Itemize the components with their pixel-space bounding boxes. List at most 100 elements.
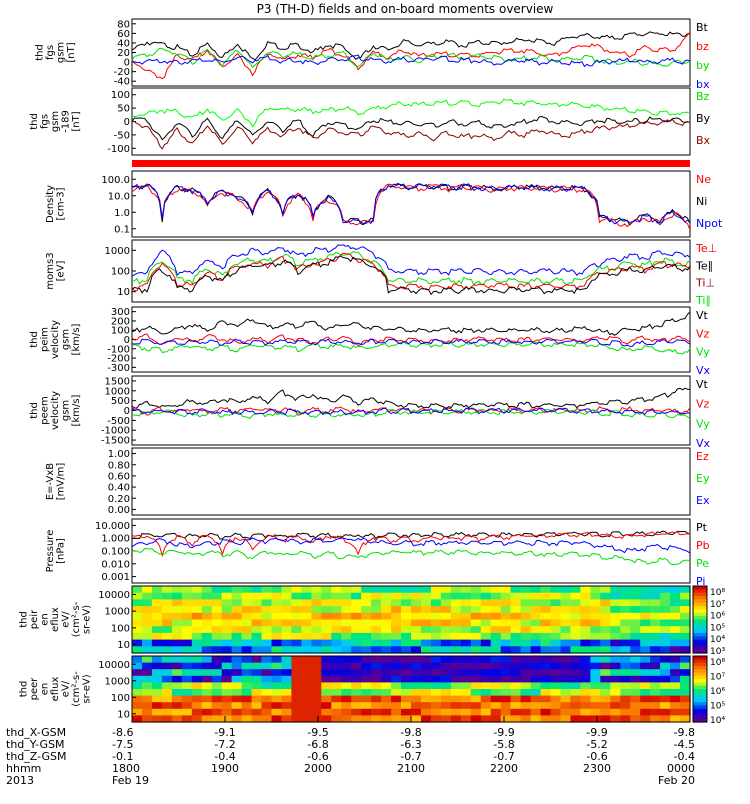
spectrogram-cell bbox=[580, 599, 591, 607]
spectrogram-cell bbox=[181, 592, 193, 600]
y-tick-label: 0.001 bbox=[101, 572, 130, 583]
y-axis-label-line: (cm²-s- bbox=[71, 601, 82, 637]
spectrogram-cell bbox=[450, 715, 462, 723]
spectrogram-cell bbox=[371, 639, 382, 647]
spectrogram-cell bbox=[640, 702, 651, 710]
spectrogram-cell bbox=[470, 632, 482, 641]
spectrogram-cell bbox=[650, 669, 661, 677]
spectrogram-cell bbox=[311, 632, 322, 641]
spectrogram-cell bbox=[500, 619, 512, 627]
spectrogram-cell bbox=[670, 586, 681, 594]
series-line bbox=[131, 183, 691, 231]
spectrogram-cell bbox=[540, 702, 552, 710]
spectrogram-cell bbox=[570, 656, 581, 664]
spectrogram-cell bbox=[381, 689, 392, 697]
spectrogram-cell bbox=[530, 619, 542, 627]
spectrogram-cell bbox=[520, 675, 532, 683]
spectrogram-cell bbox=[540, 626, 552, 634]
spectrogram-cell bbox=[341, 682, 352, 690]
spectrogram-cell bbox=[151, 662, 163, 670]
spectrogram-cell bbox=[580, 586, 591, 594]
spectrogram-cell bbox=[480, 689, 492, 697]
spectrogram-cell bbox=[371, 592, 382, 600]
spectrogram-cell bbox=[570, 682, 581, 690]
spectrogram-cell bbox=[271, 675, 283, 683]
spectrogram-cell bbox=[132, 592, 143, 600]
x-axis-row-label: thd_X-GSM bbox=[6, 726, 66, 739]
spectrogram-cell bbox=[171, 619, 183, 627]
spectrogram-cell bbox=[201, 695, 213, 703]
spectrogram-cell bbox=[351, 675, 362, 683]
spectrogram-cell bbox=[600, 592, 611, 600]
spectrogram-cell bbox=[271, 695, 283, 703]
spectrogram-cell bbox=[630, 669, 641, 677]
spectrogram-cell bbox=[421, 708, 432, 716]
spectrogram-cell bbox=[251, 626, 263, 634]
spectrogram-cell bbox=[430, 592, 442, 600]
spectrogram-cell bbox=[221, 662, 233, 670]
spectrogram-cell bbox=[460, 708, 472, 716]
spectrogram-cell bbox=[550, 689, 562, 697]
spectrogram-cell bbox=[550, 682, 562, 690]
spectrogram-cell bbox=[620, 646, 631, 654]
spectrogram-cell bbox=[241, 599, 253, 607]
spectrogram-cell bbox=[311, 695, 322, 703]
spectrogram-cell bbox=[331, 626, 342, 634]
spectrogram-cell bbox=[520, 592, 532, 600]
y-axis-label-line: moms3 bbox=[45, 252, 56, 289]
y-tick-label: -20 bbox=[114, 67, 130, 78]
spectrogram-cell bbox=[391, 599, 402, 607]
spectrogram-cell bbox=[580, 682, 591, 690]
spectrogram-cell bbox=[640, 639, 651, 647]
spectrogram-cell bbox=[660, 592, 671, 600]
spectrogram-cell bbox=[201, 702, 213, 710]
series-line bbox=[131, 54, 691, 68]
spectrogram-cell bbox=[630, 695, 641, 703]
spectrogram-cell bbox=[201, 592, 213, 600]
spectrogram-cell bbox=[570, 702, 581, 710]
series-line bbox=[131, 244, 691, 277]
spectrogram-cell bbox=[460, 599, 472, 607]
spectrogram-cell bbox=[411, 689, 422, 697]
spectrogram-cell bbox=[291, 619, 302, 627]
spectrogram-cell bbox=[201, 586, 213, 594]
spectrogram-cell bbox=[381, 695, 392, 703]
spectrogram-cell bbox=[211, 675, 223, 683]
spectrogram-cell bbox=[570, 662, 581, 670]
spectrogram-cell bbox=[590, 639, 601, 647]
spectrogram-cell bbox=[540, 586, 552, 594]
y-tick-label: -1000 bbox=[101, 426, 130, 437]
spectrogram-cell bbox=[480, 612, 492, 621]
spectrogram-cell bbox=[520, 646, 532, 654]
spectrogram-cell bbox=[231, 662, 243, 670]
spectrogram-cell bbox=[421, 619, 432, 627]
spectrogram-cell bbox=[460, 675, 472, 683]
spectrogram-cell bbox=[361, 715, 372, 723]
spectrogram-cell bbox=[301, 682, 312, 690]
spectrogram-cell bbox=[351, 632, 362, 641]
y-tick-label: 0 bbox=[124, 117, 130, 128]
spectrogram-cell bbox=[331, 639, 342, 647]
spectrogram-cell bbox=[151, 702, 163, 710]
spectrogram-cell bbox=[231, 606, 243, 614]
spectrogram-cell bbox=[560, 626, 572, 634]
spectrogram-cell bbox=[620, 606, 631, 614]
spectrogram-cell bbox=[341, 695, 352, 703]
spectrogram-cell bbox=[540, 592, 552, 600]
x-tick-label: 2100 bbox=[397, 762, 425, 775]
x-tick-label: -9.8 bbox=[674, 726, 695, 739]
spectrogram-cell bbox=[251, 695, 263, 703]
colorbar-segment bbox=[693, 656, 707, 660]
spectrogram-cell bbox=[450, 662, 462, 670]
colorbar-segment bbox=[693, 596, 707, 600]
spectrogram-cell bbox=[331, 592, 342, 600]
spectrogram-cell bbox=[460, 715, 472, 723]
spectrogram-cell bbox=[570, 626, 581, 634]
spectrogram-cell bbox=[620, 715, 631, 723]
spectrogram-cell bbox=[132, 606, 143, 614]
spectrogram-cell bbox=[500, 586, 512, 594]
spectrogram-cell bbox=[540, 599, 552, 607]
spectrogram-cell bbox=[411, 682, 422, 690]
spectrogram-cell bbox=[151, 612, 163, 621]
